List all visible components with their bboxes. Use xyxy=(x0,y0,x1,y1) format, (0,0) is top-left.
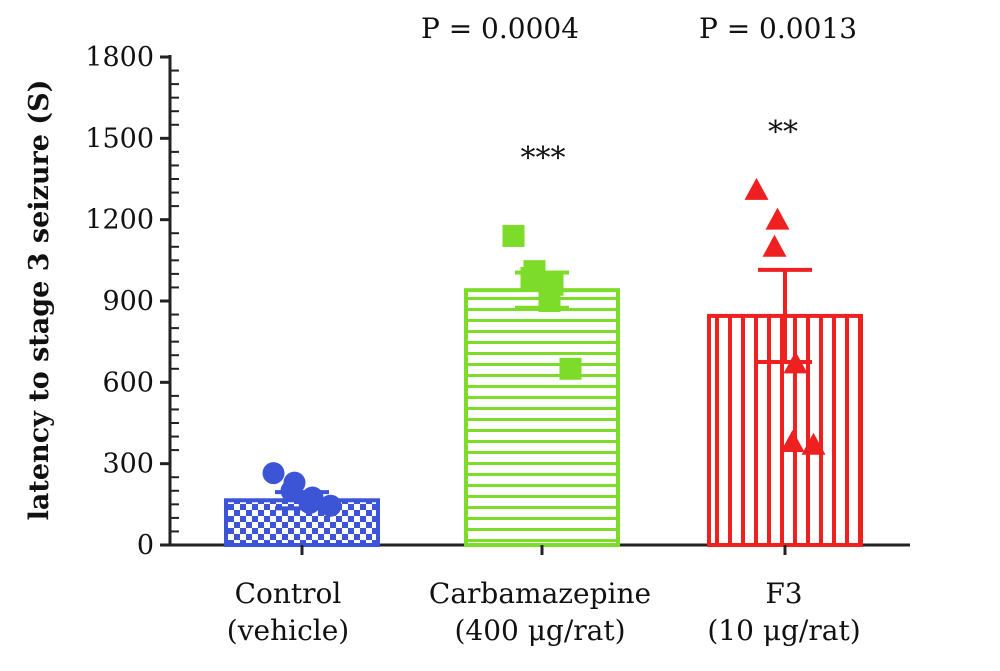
y-tick-label: 1500 xyxy=(85,123,154,154)
y-minor-ticks xyxy=(170,69,179,533)
significance-stars-carbamazepine: *** xyxy=(521,141,566,176)
x-label-carbamazepine-line2: (400 μg/rat) xyxy=(454,614,625,647)
p-value-carbamazepine: P = 0.0004 xyxy=(421,12,579,45)
y-tick-label: 0 xyxy=(137,530,154,561)
data-point xyxy=(319,494,342,517)
y-tick-labels: 0 300 600 900 1200 1500 1800 xyxy=(85,42,154,561)
y-axis-label: latency to stage 3 seizure (S) xyxy=(24,80,55,521)
data-point xyxy=(783,351,808,374)
data-point xyxy=(744,177,769,200)
x-label-control-line2: (vehicle) xyxy=(227,614,349,647)
y-tick-label: 1800 xyxy=(85,42,154,73)
y-tick-label: 900 xyxy=(102,286,154,317)
data-point xyxy=(762,234,787,257)
x-label-control-line1: Control xyxy=(235,577,342,610)
bars-group xyxy=(224,288,863,547)
data-point xyxy=(502,224,525,247)
p-value-f3: P = 0.0013 xyxy=(699,12,857,45)
x-ticks xyxy=(300,545,787,555)
y-major-ticks xyxy=(160,55,170,547)
data-point xyxy=(780,429,805,452)
data-point xyxy=(262,462,285,485)
x-label-f3-line1: F3 xyxy=(765,577,802,610)
y-tick-label: 300 xyxy=(102,449,154,480)
data-points-group xyxy=(262,177,826,517)
data-point xyxy=(765,207,790,230)
x-label-carbamazepine-line1: Carbamazepine xyxy=(429,577,651,610)
data-point xyxy=(559,357,582,380)
data-point xyxy=(538,290,561,312)
data-point xyxy=(280,479,303,502)
significance-stars-f3: ** xyxy=(768,115,798,150)
y-tick-label: 600 xyxy=(102,367,154,398)
data-point xyxy=(520,266,543,289)
bar xyxy=(464,288,620,547)
data-point xyxy=(801,432,826,455)
y-tick-label: 1200 xyxy=(85,205,154,236)
data-point xyxy=(298,491,321,514)
x-label-f3-line2: (10 μg/rat) xyxy=(707,614,860,647)
